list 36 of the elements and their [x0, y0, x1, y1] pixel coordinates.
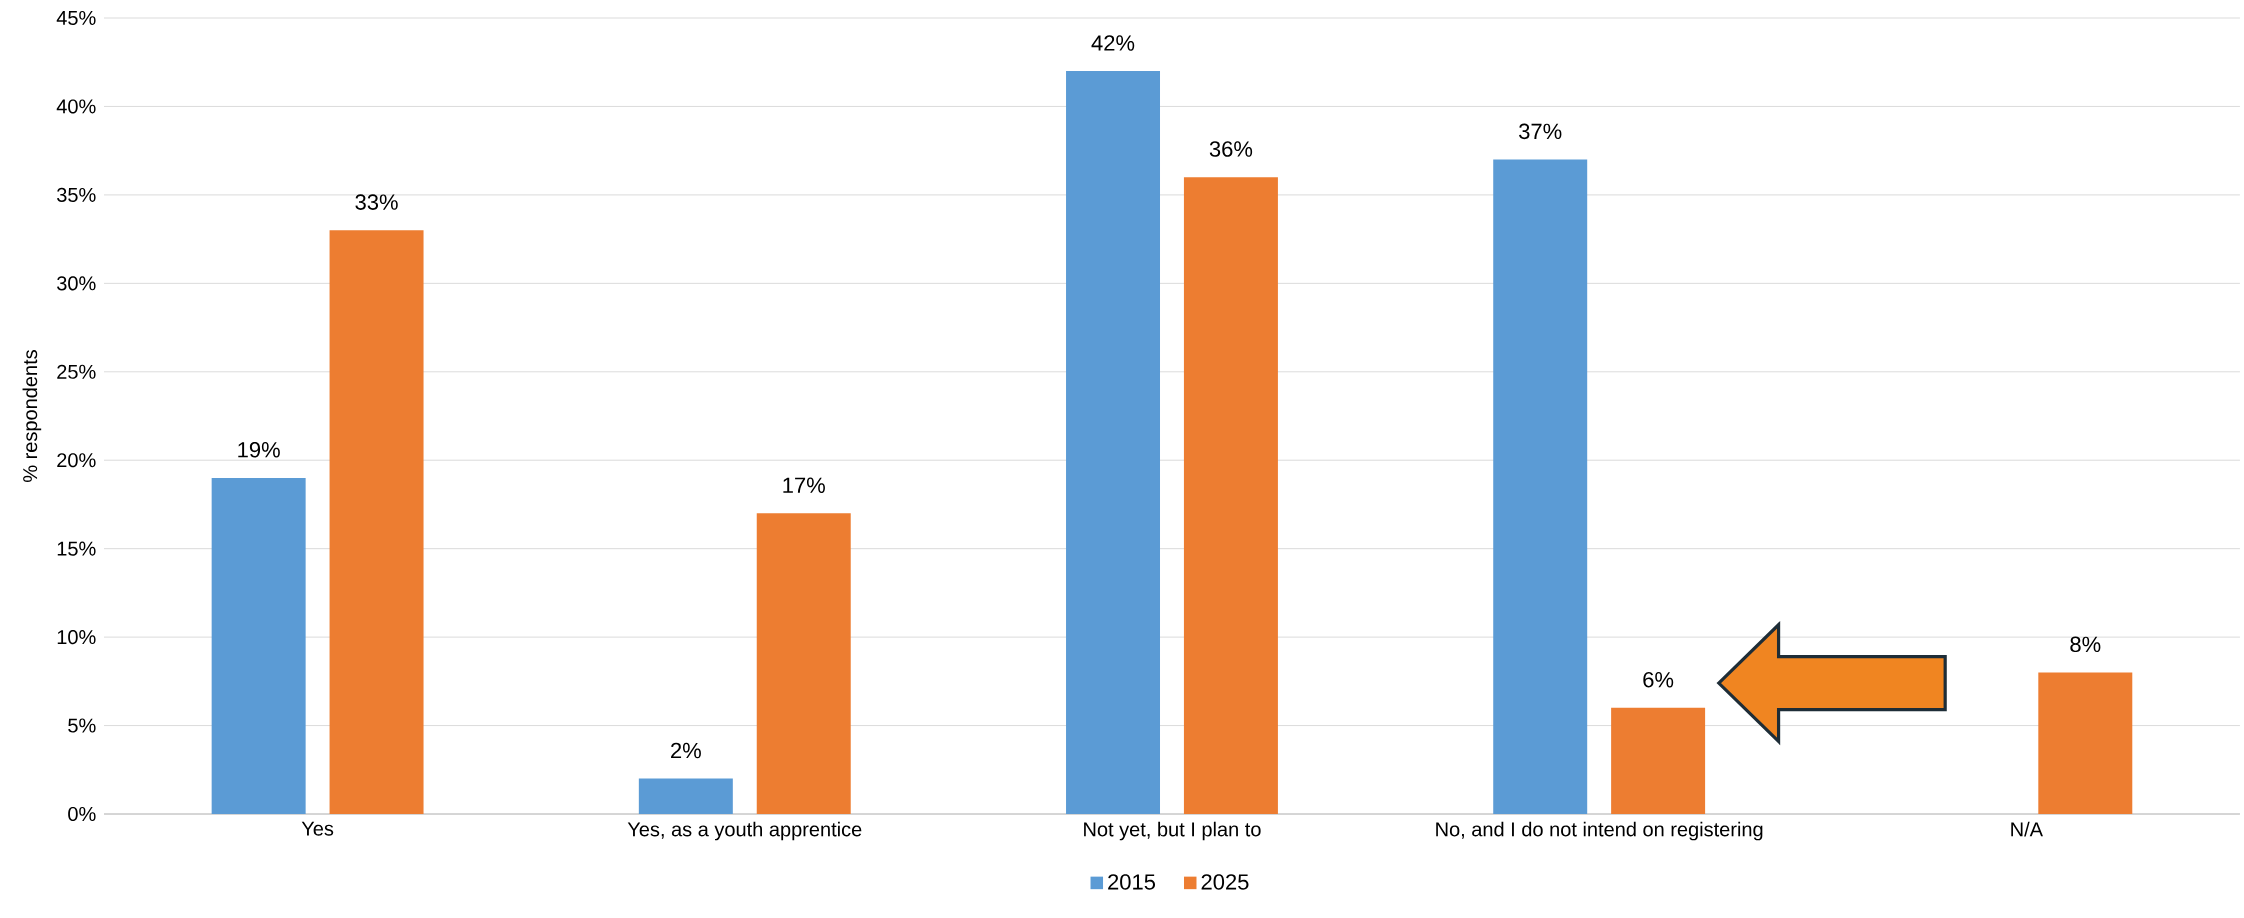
data-label: 17% — [783, 477, 825, 493]
data-label: 33% — [355, 194, 398, 210]
y-tick-label: 35% — [57, 187, 96, 202]
data-label: 6% — [1643, 671, 1674, 688]
y-axis-title: % respondents — [22, 350, 42, 482]
bar — [638, 778, 733, 814]
data-label: 2% — [671, 742, 701, 759]
x-tick-label: No, and I do not intend on registering — [1436, 821, 1763, 841]
bar — [2038, 672, 2133, 814]
bar — [1066, 71, 1161, 814]
bar — [211, 477, 306, 814]
data-label: 37% — [1519, 123, 1562, 140]
y-tick-label: 40% — [56, 99, 96, 114]
y-tick-label: 10% — [57, 630, 96, 645]
data-label: 8% — [2070, 636, 2101, 653]
y-tick-label: 45% — [56, 10, 96, 26]
bar — [756, 513, 851, 814]
y-tick-label: 15% — [57, 541, 96, 556]
y-tick-label: 0% — [68, 806, 96, 822]
x-tick-label: N/A — [2011, 821, 2043, 837]
y-tick-label: 25% — [57, 364, 96, 379]
data-label: 36% — [1209, 141, 1253, 157]
legend-label: 2015 — [1108, 874, 1156, 890]
bar — [1493, 159, 1588, 814]
data-label: 42% — [1091, 35, 1135, 51]
y-tick-label: 30% — [57, 276, 96, 291]
y-tick-label: 5% — [68, 718, 96, 733]
data-label: 19% — [238, 441, 280, 458]
bar — [329, 230, 424, 814]
x-tick-label: Yes, as a youth apprentice — [627, 821, 862, 841]
x-tick-label: Not yet, but I plan to — [1084, 821, 1261, 841]
bar — [1611, 707, 1706, 814]
y-tick-label: 20% — [57, 453, 96, 468]
x-tick-label: Yes — [301, 821, 334, 836]
bar — [1183, 177, 1278, 814]
legend-label: 2025 — [1201, 874, 1249, 890]
